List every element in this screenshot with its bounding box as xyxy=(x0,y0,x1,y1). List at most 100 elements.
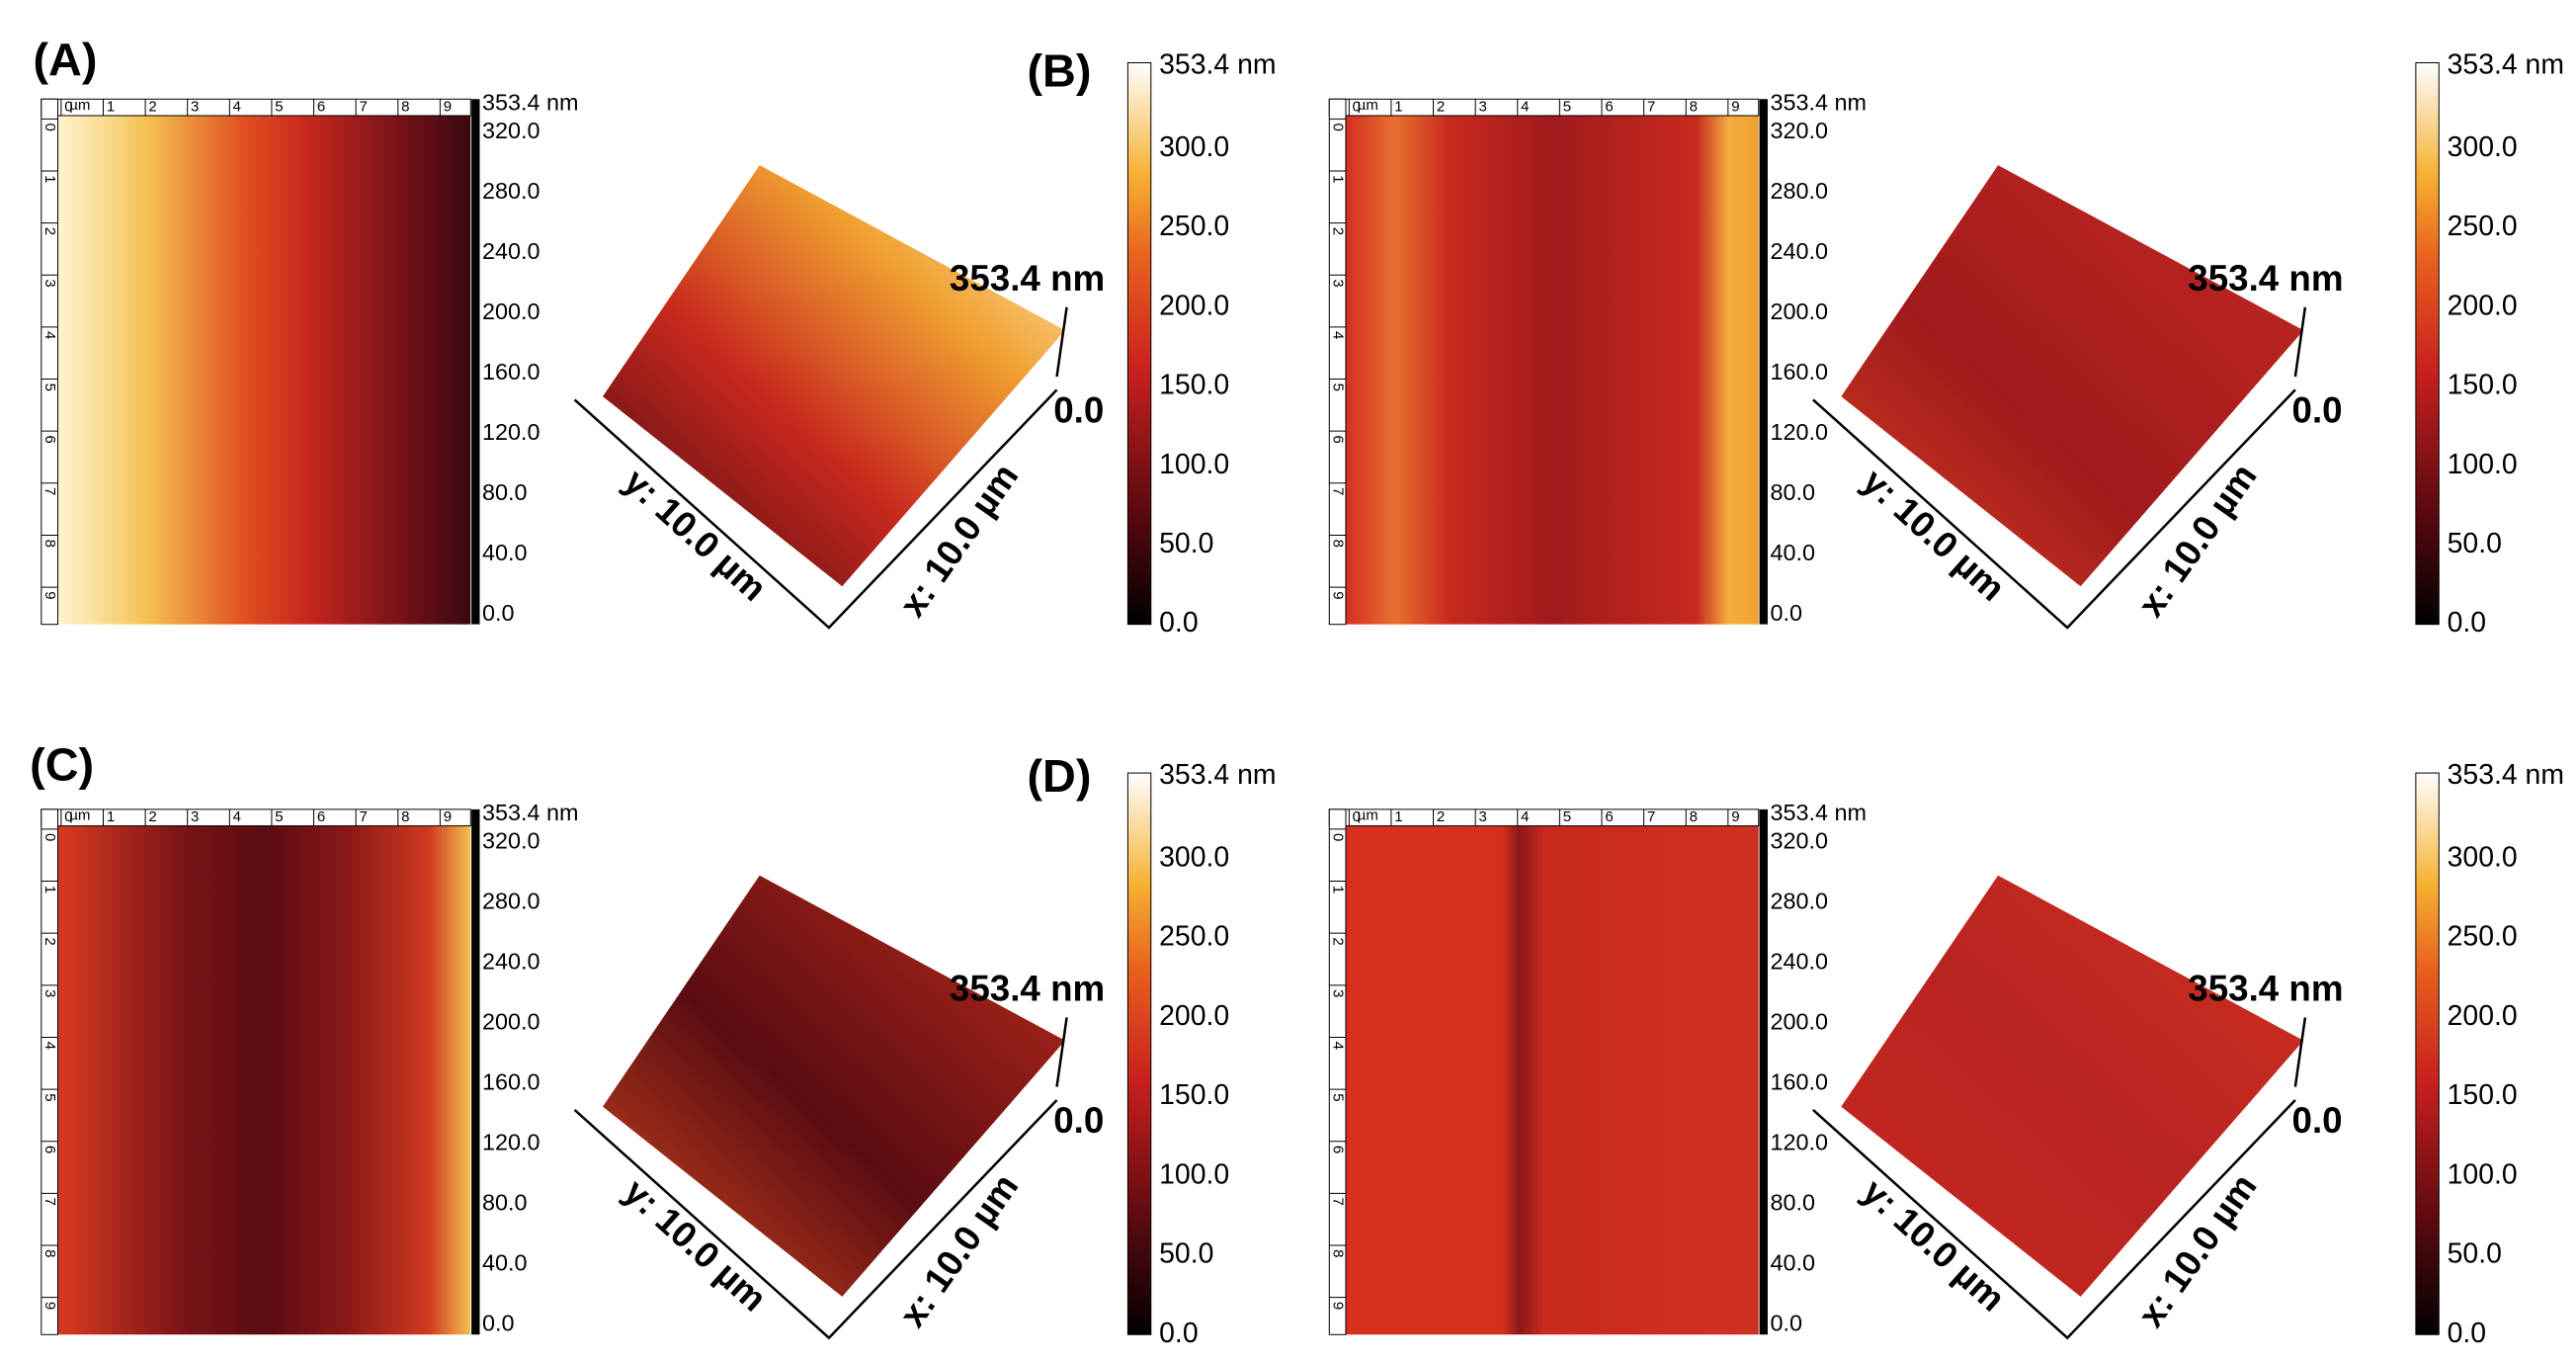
ruler-tick-label: 2 xyxy=(42,937,58,945)
map-scale-label: 320.0 xyxy=(1770,118,1828,143)
ruler-left xyxy=(41,809,59,1335)
ruler-tick-label: 8 xyxy=(1330,1249,1347,1257)
ruler-unit: µm xyxy=(1358,807,1378,823)
map-scale-label: 353.4 nm xyxy=(482,89,578,115)
ruler-tick-label: 7 xyxy=(359,809,367,825)
z-min-label: 0.0 xyxy=(1053,1100,1104,1141)
height-map xyxy=(57,825,471,1335)
map-scale-label: 280.0 xyxy=(482,888,540,913)
ruler-tick-label: 7 xyxy=(1330,1198,1347,1206)
surface-3d xyxy=(602,165,1065,587)
surface-axes xyxy=(1812,388,2296,630)
ruler-tick-label: 8 xyxy=(401,809,409,825)
color-bar xyxy=(1126,772,1152,1335)
ruler-tick-label: 8 xyxy=(401,99,409,116)
map-scale-label: 353.4 nm xyxy=(1770,800,1866,825)
ruler-tick-label: 6 xyxy=(42,1146,58,1153)
ruler-tick-label: 1 xyxy=(107,99,115,116)
ruler-tick-label: 1 xyxy=(1394,99,1402,116)
map-scale-label: 160.0 xyxy=(1770,1068,1828,1094)
ruler-tick-label: 3 xyxy=(1330,989,1347,997)
color-scale-label: 200.0 xyxy=(2448,290,2518,321)
ruler-tick-label: 9 xyxy=(42,1302,58,1310)
ruler-tick-label: 1 xyxy=(42,175,58,183)
ruler-tick-label: 5 xyxy=(42,1093,58,1101)
ruler-tick-label: 8 xyxy=(42,540,58,548)
ruler-tick-label: 8 xyxy=(1690,809,1698,825)
ruler-tick-label: 2 xyxy=(1437,99,1445,116)
ruler-tick-label: 2 xyxy=(1437,809,1445,825)
ruler-tick-label: 6 xyxy=(1330,1146,1347,1153)
height-map xyxy=(57,115,471,625)
color-scale-label: 0.0 xyxy=(2448,607,2486,638)
ruler-tick-label: 2 xyxy=(1330,227,1347,235)
color-scale-label: 150.0 xyxy=(2448,370,2518,401)
ruler-tick-label: 3 xyxy=(191,809,199,825)
ruler-tick-label: 2 xyxy=(42,227,58,235)
map-scale-label: 280.0 xyxy=(1770,888,1828,913)
map-scale-label: 80.0 xyxy=(1770,479,1815,505)
ruler-tick-label: 4 xyxy=(233,809,241,825)
ruler-tick-label: 5 xyxy=(1330,383,1347,391)
ruler-tick-label: 0 xyxy=(42,123,58,130)
ruler-tick-label: 9 xyxy=(1731,99,1739,116)
color-scale-label: 200.0 xyxy=(1159,290,1229,321)
color-scale-label: 300.0 xyxy=(2448,841,2518,873)
ruler-tick-label: 3 xyxy=(42,989,58,997)
ruler-left xyxy=(41,98,59,626)
map-scale-label: 40.0 xyxy=(482,1249,527,1275)
color-scale-label: 150.0 xyxy=(1159,1079,1229,1111)
map-scale-label: 120.0 xyxy=(1770,419,1828,445)
ruler-tick-label: 7 xyxy=(1330,487,1347,495)
map-scale-label: 280.0 xyxy=(482,178,540,204)
ruler-tick-label: 6 xyxy=(42,435,58,443)
ruler-tick-label: 5 xyxy=(42,383,58,391)
map-scale-label: 80.0 xyxy=(482,479,527,505)
surface-axes xyxy=(573,1099,1058,1340)
ruler-tick-label: 7 xyxy=(1647,809,1655,825)
ruler-tick-label: 4 xyxy=(1330,331,1347,339)
map-scale-label: 353.4 nm xyxy=(482,800,578,825)
map-scale-label: 320.0 xyxy=(1770,827,1828,853)
height-map xyxy=(1345,115,1759,625)
map-scale-label: 280.0 xyxy=(1770,178,1828,204)
color-scale-label: 100.0 xyxy=(1159,449,1229,480)
ruler-tick-label: 4 xyxy=(42,1042,58,1050)
map-scale-label: 200.0 xyxy=(482,1008,540,1034)
color-scale-label: 300.0 xyxy=(2448,131,2518,163)
z-min-label: 0.0 xyxy=(2292,389,2343,430)
map-scale-label: 80.0 xyxy=(482,1189,527,1215)
ruler-tick-label: 7 xyxy=(42,487,58,495)
map-scale-label: 120.0 xyxy=(482,419,540,445)
ruler-tick-label: 4 xyxy=(1330,1042,1347,1050)
map-scale-label: 200.0 xyxy=(1770,1008,1828,1034)
color-scale-label: 250.0 xyxy=(1159,921,1229,953)
color-bar xyxy=(2415,62,2440,626)
color-scale-label: 0.0 xyxy=(1159,607,1198,638)
color-scale-label: 150.0 xyxy=(2448,1079,2518,1111)
map-scale-label: 240.0 xyxy=(482,238,540,264)
color-scale-label: 100.0 xyxy=(2448,449,2518,480)
color-scale-label: 200.0 xyxy=(1159,1000,1229,1032)
z-max-label: 353.4 nm xyxy=(950,258,1105,298)
map-scale-label: 160.0 xyxy=(1770,359,1828,384)
height-map xyxy=(1345,825,1759,1335)
z-axis xyxy=(2293,1017,2307,1087)
ruler-tick-label: 2 xyxy=(148,99,156,116)
map-scale-label: 160.0 xyxy=(482,1068,540,1094)
ruler-tick-label: 4 xyxy=(1521,809,1529,825)
ruler-tick-label: 5 xyxy=(1330,1093,1347,1101)
ruler-tick-label: 0 xyxy=(1353,99,1361,116)
map-scale-label: 40.0 xyxy=(1770,1249,1815,1275)
z-max-label: 353.4 nm xyxy=(950,968,1105,1008)
ruler-tick-label: 5 xyxy=(275,809,283,825)
ruler-tick-label: 4 xyxy=(233,99,241,116)
color-scale-label: 50.0 xyxy=(2448,1238,2502,1270)
surface-axes xyxy=(1812,1099,2296,1340)
map-scale-label: 240.0 xyxy=(1770,948,1828,974)
color-scale-label: 100.0 xyxy=(2448,1158,2518,1190)
ruler-tick-label: 3 xyxy=(1479,809,1487,825)
ruler-tick-label: 5 xyxy=(1563,99,1571,116)
map-scale-label: 120.0 xyxy=(1770,1129,1828,1154)
ruler-unit: µm xyxy=(1358,97,1378,114)
